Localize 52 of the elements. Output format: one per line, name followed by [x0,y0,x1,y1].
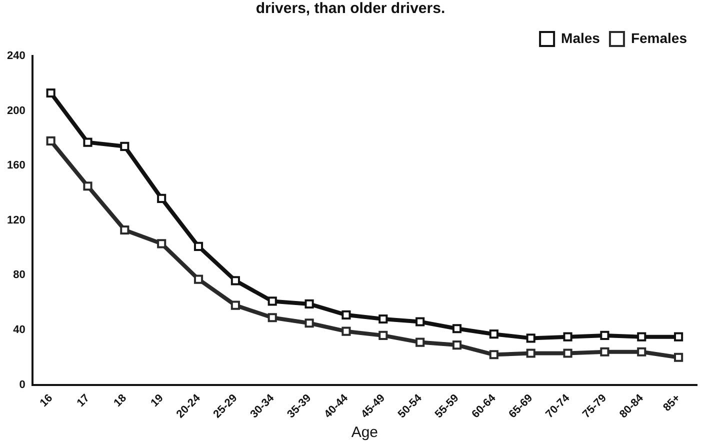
point [268,296,277,306]
x-tick-label: 16 [38,392,56,410]
legend-label: Females [630,30,688,46]
point [674,332,684,342]
point [83,138,92,147]
point [157,239,166,248]
point [600,330,610,340]
point [46,88,56,98]
x-tick-label: 19 [148,392,166,410]
chart-title: drivers, than older drivers. [256,0,446,18]
y-tick-label: 120 [6,214,26,226]
y-tick-label: 160 [6,160,26,172]
point [342,326,351,336]
y-tick-label: 0 [19,378,26,391]
y-tick-label: 200 [6,104,26,117]
point [452,324,462,334]
legend-label: Males [561,30,600,46]
point [489,350,498,360]
point [120,225,130,235]
point [600,347,610,356]
point [452,340,462,350]
point [230,276,240,286]
y-tick-label: 240 [6,50,26,62]
point [83,182,92,191]
y-tick-label: 80 [13,269,26,282]
point [157,194,166,204]
point [194,274,204,284]
point [526,348,536,358]
x-tick-label: 85+ [661,392,683,414]
point [489,330,498,339]
point [268,313,277,322]
x-tick-label: 18 [112,392,129,410]
point [563,348,572,358]
point [194,242,204,251]
point [416,338,425,347]
point [304,299,314,308]
point [342,310,351,320]
point [46,136,56,146]
point [674,352,684,362]
point [526,334,536,343]
point [378,330,388,340]
x-axis-title: Age [351,424,378,442]
point [120,142,130,151]
y-tick-label: 40 [13,324,26,336]
point [563,332,572,342]
point [230,300,240,310]
x-tick-label: 17 [74,392,92,410]
point [378,314,388,324]
point [637,347,646,356]
point [416,317,425,326]
point [637,332,646,342]
point [304,318,314,328]
